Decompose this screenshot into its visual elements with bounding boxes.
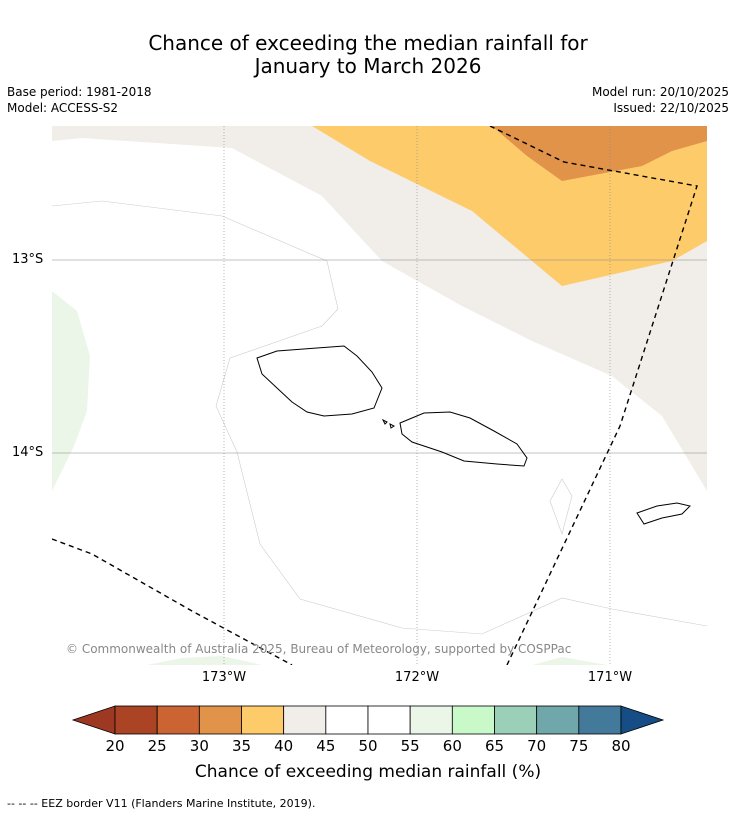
eez-border-east bbox=[489, 126, 698, 665]
colorbar-segment bbox=[156, 705, 200, 735]
colorbar-tick-label: 55 bbox=[400, 737, 420, 755]
model-run: Model run: 20/10/2025 bbox=[591, 85, 729, 99]
colorbar-over-arrow bbox=[620, 705, 665, 735]
contour-line-small bbox=[549, 478, 573, 536]
colorbar-tick-label: 65 bbox=[484, 737, 505, 755]
region-55-60-south bbox=[147, 656, 262, 665]
colorbar-segments bbox=[71, 705, 665, 735]
contour-line bbox=[52, 200, 707, 635]
lat-label-14s: 14°S bbox=[12, 445, 44, 460]
colorbar-segment bbox=[578, 705, 622, 735]
island-tutuila bbox=[636, 502, 691, 525]
coastlines bbox=[256, 345, 691, 525]
colorbar-tick-label: 45 bbox=[316, 737, 336, 755]
colorbar bbox=[71, 705, 665, 735]
colorbar-segment bbox=[114, 705, 158, 735]
colorbar-segment bbox=[494, 705, 538, 735]
graticule bbox=[52, 126, 707, 665]
colorbar-tick-label: 80 bbox=[611, 737, 631, 755]
lon-label-171w: 171°W bbox=[587, 670, 633, 685]
colorbar-tick-label: 20 bbox=[105, 737, 125, 755]
colorbar-tick-label: 30 bbox=[189, 737, 209, 755]
colorbar-tick-label: 25 bbox=[147, 737, 167, 755]
lon-label-172w: 172°W bbox=[394, 670, 440, 685]
colorbar-under-arrow bbox=[71, 705, 116, 735]
colorbar-segment bbox=[198, 705, 242, 735]
colorbar-tick-label: 60 bbox=[442, 737, 462, 755]
colorbar-tick-label: 40 bbox=[274, 737, 294, 755]
colorbar-segment bbox=[451, 705, 495, 735]
region-55-60-southeast bbox=[532, 657, 607, 665]
island-small-1 bbox=[381, 418, 388, 425]
island-small-2 bbox=[389, 423, 395, 429]
colorbar-segment bbox=[241, 705, 285, 735]
rainfall-map: © Commonwealth of Australia 2025, Bureau… bbox=[52, 126, 707, 665]
colorbar-segment bbox=[536, 705, 580, 735]
issued-date: Issued: 22/10/2025 bbox=[613, 101, 729, 115]
model-info: Base period: 1981-2018 Model: ACCESS-S2 bbox=[7, 84, 152, 116]
copyright-text: © Commonwealth of Australia 2025, Bureau… bbox=[66, 642, 571, 656]
island-upolu bbox=[399, 411, 528, 467]
lat-label-13s: 13°S bbox=[12, 252, 44, 267]
base-period: Base period: 1981-2018 bbox=[7, 85, 152, 99]
colorbar-segment bbox=[409, 705, 453, 735]
colorbar-segment bbox=[367, 705, 411, 735]
colorbar-tick-label: 50 bbox=[358, 737, 378, 755]
region-55-60-west bbox=[52, 291, 90, 491]
region-30-35 bbox=[492, 126, 707, 181]
island-savaii bbox=[256, 345, 383, 417]
eez-borders bbox=[52, 126, 698, 665]
colorbar-tick-label: 75 bbox=[569, 737, 589, 755]
colorbar-segment bbox=[325, 705, 369, 735]
colorbar-tick-label: 70 bbox=[527, 737, 547, 755]
title-line-2: January to March 2026 bbox=[254, 54, 482, 78]
eez-footnote: -- -- -- EEZ border V11 (Flanders Marine… bbox=[7, 797, 316, 810]
colorbar-label: Chance of exceeding median rainfall (%) bbox=[194, 762, 542, 782]
colorbar-tick-label: 35 bbox=[231, 737, 252, 755]
colorbar-segment bbox=[283, 705, 327, 735]
model-name: Model: ACCESS-S2 bbox=[7, 101, 119, 115]
run-info: Model run: 20/10/2025 Issued: 22/10/2025 bbox=[592, 84, 729, 116]
lon-label-173w: 173°W bbox=[201, 670, 247, 685]
title-line-1: Chance of exceeding the median rainfall … bbox=[148, 31, 588, 55]
eez-border-southwest bbox=[52, 538, 293, 665]
